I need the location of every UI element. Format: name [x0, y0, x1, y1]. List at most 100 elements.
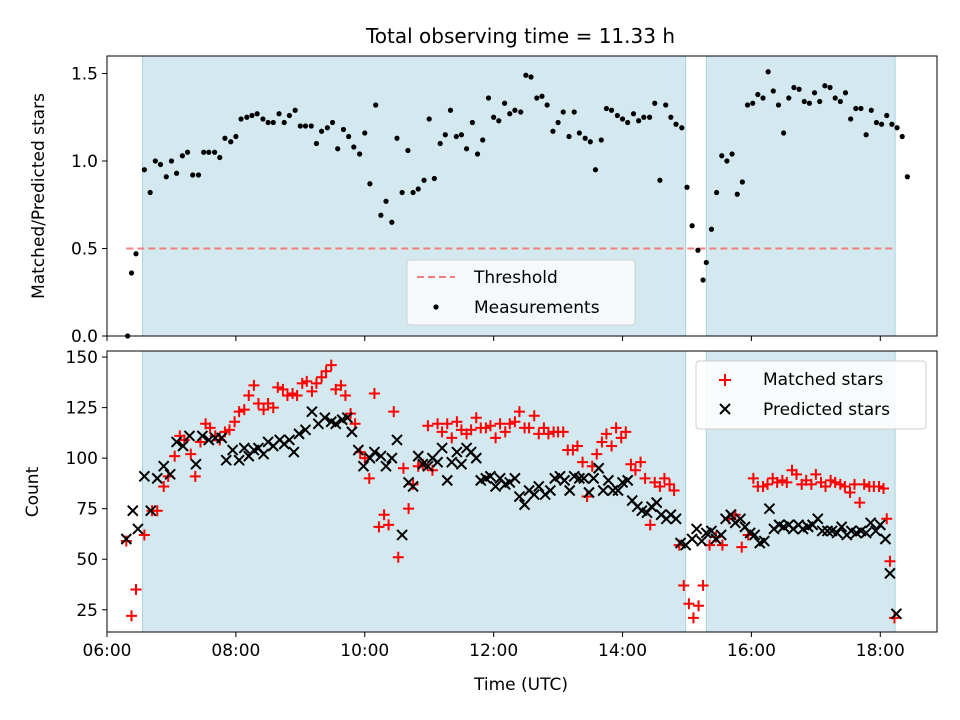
matched-star-point [120, 535, 132, 547]
predicted-star-point [164, 468, 176, 481]
measurement-point [378, 212, 384, 218]
measurement-point [373, 102, 379, 108]
predicted-star-point [407, 480, 419, 493]
matched-star-point [272, 381, 284, 393]
predicted-star-point [299, 424, 312, 436]
measurement-point [714, 189, 720, 196]
matched-star-point [668, 484, 680, 496]
measurement-point [641, 114, 647, 120]
top-y-tick-label: 0.0 [71, 327, 98, 347]
top-x-ticks [106, 336, 881, 341]
matched-star-point [277, 383, 289, 395]
predicted-star-point [441, 474, 453, 487]
predicted-star-point [831, 527, 843, 539]
predicted-star-point [513, 490, 526, 503]
predicted-star-point [138, 470, 151, 483]
predicted-star-point [686, 533, 698, 545]
matched-star-point [858, 478, 870, 490]
measurement-point [329, 119, 336, 126]
matched-star-point [291, 389, 303, 401]
matched-star-point [252, 398, 264, 410]
bottom-y-tick-label: 50 [76, 550, 98, 570]
matched-star-point [397, 462, 409, 474]
predicted-star-point [874, 519, 886, 531]
top-y-tick-label: 1.5 [71, 65, 98, 85]
predicted-star-point [391, 434, 403, 446]
matched-star-point [644, 519, 656, 531]
matched-star-point [639, 472, 651, 484]
matched-star-point [363, 472, 375, 484]
measurement-point [786, 95, 792, 101]
measurement-point [884, 112, 890, 119]
measurement-point [157, 161, 164, 168]
matched-star-point [577, 456, 589, 468]
measurement-point [734, 191, 740, 197]
measurement-point [811, 90, 818, 96]
measurement-point [806, 100, 813, 106]
measurement-point [801, 98, 807, 105]
predicted-star-point [725, 509, 737, 521]
x-tick-label: 08:00 [211, 641, 260, 661]
predicted-star-point [238, 442, 250, 454]
matched-star-point [238, 404, 250, 416]
predicted-star-point [558, 474, 571, 487]
matched-star-point [542, 428, 554, 440]
measurement-point [318, 128, 325, 134]
predicted-star-point [446, 456, 458, 468]
measurement-point [781, 130, 787, 136]
measurement-point [184, 149, 191, 155]
matched-star-point [849, 478, 861, 490]
measurement-point [190, 172, 196, 178]
matched-star-point [403, 503, 415, 515]
measurement-point [206, 149, 212, 155]
predicted-star-point [380, 460, 392, 472]
measurement-point [302, 123, 309, 129]
matched-star-point [658, 472, 670, 484]
matched-star-point [615, 432, 627, 444]
matched-star-point [528, 410, 540, 422]
matched-star-point [635, 456, 647, 468]
predicted-star-point [375, 450, 387, 462]
measurement-point [571, 109, 577, 115]
predicted-star-point [758, 535, 771, 547]
measurement-point [147, 189, 153, 196]
predicted-star-point [587, 472, 600, 485]
predicted-star-point [715, 529, 727, 541]
measurement-point [663, 102, 669, 108]
measurement-point [837, 98, 843, 105]
bottom-axes-frame [106, 350, 938, 633]
matched-star-point [805, 478, 817, 490]
predicted-star-point [412, 450, 424, 462]
measurement-point [152, 158, 158, 164]
matched-star-point [306, 385, 318, 397]
matched-star-point [881, 513, 893, 525]
measurement-point [217, 154, 223, 161]
measurement-point [502, 100, 508, 106]
bottom-y-tick-label: 75 [76, 500, 98, 520]
measurement-point [555, 119, 561, 126]
predicted-star-point [835, 521, 848, 533]
measurement-point [389, 219, 395, 225]
top-axes-frame [106, 55, 938, 337]
matched-star-point [557, 426, 569, 438]
matched-star-point [138, 529, 150, 541]
matched-star-point [335, 379, 347, 391]
predicted-star-point [346, 426, 358, 438]
matched-star-point [820, 480, 832, 492]
predicted-star-point [563, 484, 576, 497]
measurement-point [270, 119, 276, 126]
measurement-point [614, 112, 620, 119]
measurement-point [652, 100, 658, 106]
bottom-legend: Matched stars Predicted stars [695, 360, 927, 430]
measurement-point [657, 177, 663, 183]
predicted-star-point [233, 454, 245, 466]
measurement-point [817, 98, 823, 105]
predicted-star-point [470, 452, 482, 464]
matched-star-point [606, 440, 618, 452]
predicted-star-point [597, 484, 609, 497]
measurement-point [853, 105, 859, 112]
measurement-point [168, 158, 175, 164]
predicted-star-point [879, 533, 892, 545]
measurement-point [357, 151, 363, 157]
